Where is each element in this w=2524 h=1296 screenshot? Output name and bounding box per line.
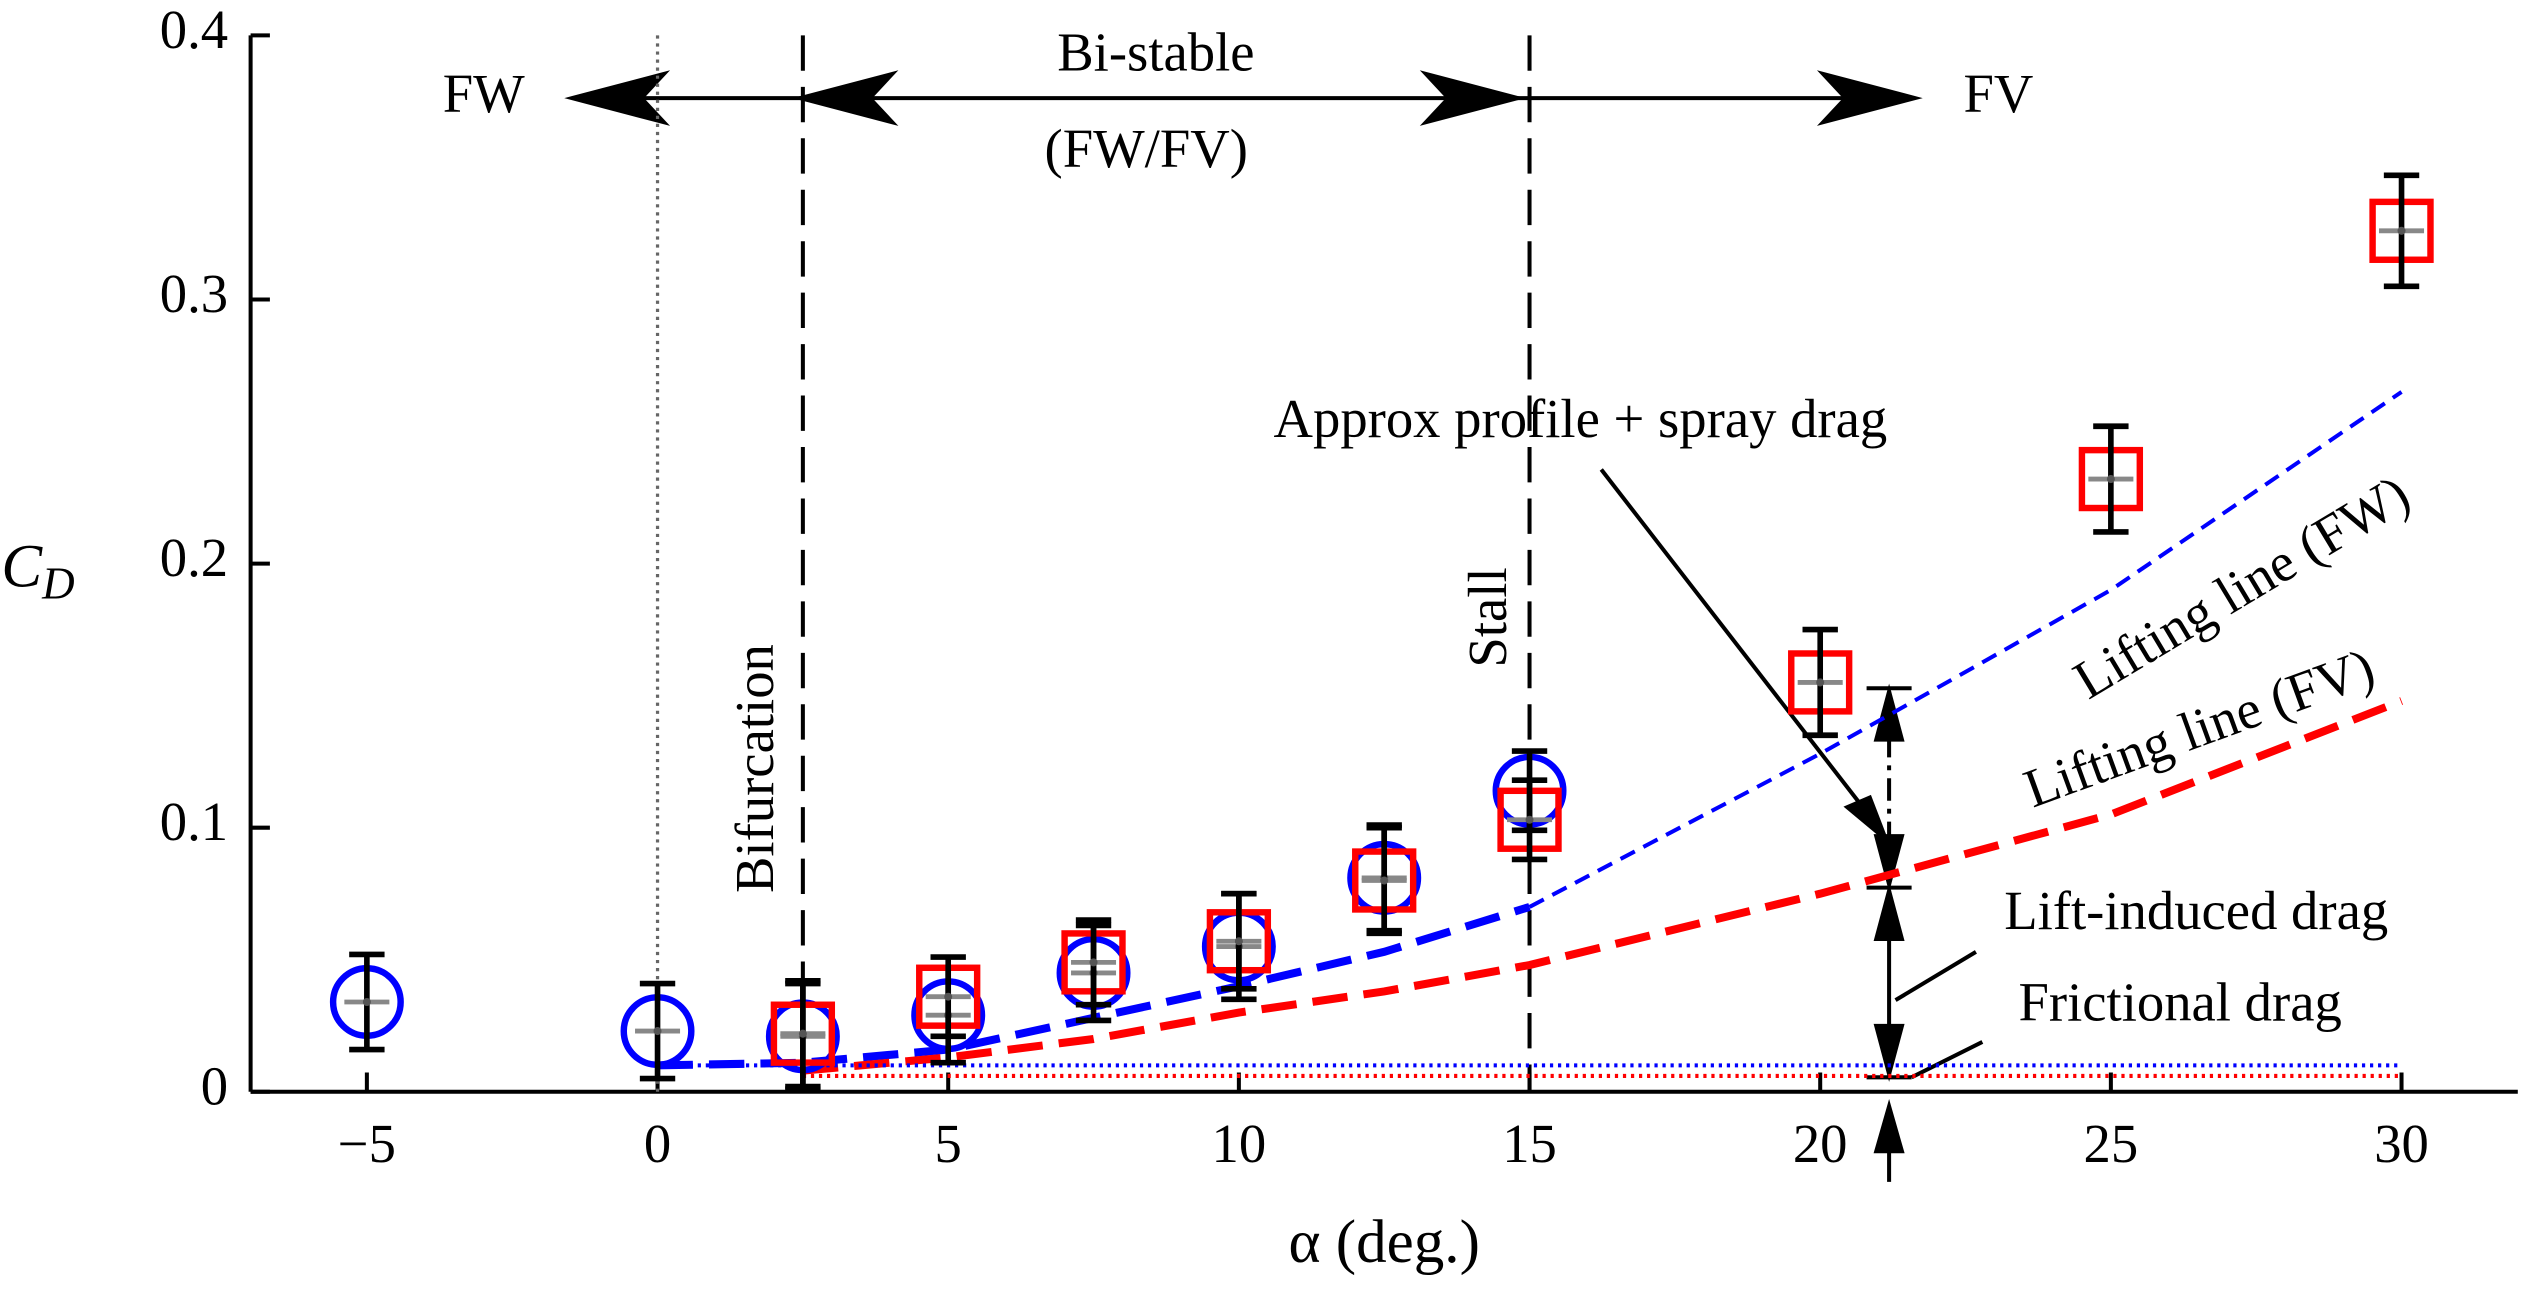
y-axis-label: CD xyxy=(1,533,74,608)
annotation: Stall xyxy=(1457,567,1518,667)
annotation: Bifurcation xyxy=(724,644,785,893)
x-axis-label: α (deg.) xyxy=(1288,1209,1479,1276)
x-tick-label: −5 xyxy=(338,1113,396,1174)
center-dot xyxy=(944,992,953,1001)
center-dot xyxy=(2397,226,2406,235)
x-tick-label: 20 xyxy=(1793,1113,1848,1174)
x-tick-label: 30 xyxy=(2374,1113,2429,1174)
center-dot xyxy=(1380,876,1389,885)
annotation: (FW/FV) xyxy=(1045,118,1248,179)
x-tick-label: 5 xyxy=(935,1113,962,1174)
center-dot xyxy=(1816,678,1825,687)
annotation: FV xyxy=(1963,63,2033,124)
model-line xyxy=(802,697,2403,1075)
annotation: FW xyxy=(443,63,525,124)
annotation-arrows xyxy=(564,70,1984,1182)
center-dot xyxy=(1525,815,1534,824)
y-axis-label-main: C xyxy=(1,533,43,600)
center-dot xyxy=(1089,958,1098,967)
center-dot xyxy=(1234,937,1243,946)
center-dot xyxy=(362,997,371,1007)
model-line xyxy=(1528,390,2403,909)
center-dot xyxy=(2106,475,2115,484)
annotation: Bi-stable xyxy=(1057,21,1254,82)
y-tick-label: 0.4 xyxy=(160,0,228,60)
x-tick-label: 10 xyxy=(1212,1113,1267,1174)
x-tick-label: 25 xyxy=(2084,1113,2139,1174)
center-dot xyxy=(653,1027,662,1036)
annotation: Frictional drag xyxy=(2018,972,2341,1033)
y-tick-label: 0 xyxy=(201,1055,228,1116)
y-tick-label: 0.2 xyxy=(160,527,228,588)
annotation: Approx profile + spray drag xyxy=(1274,388,1888,449)
y-tick-label: 0.3 xyxy=(160,263,228,324)
x-tick-label: 15 xyxy=(1502,1113,1557,1174)
annotation: Lift-induced drag xyxy=(2004,880,2388,941)
y-axis-label-sub: D xyxy=(41,559,75,609)
y-tick-label: 0.1 xyxy=(160,791,228,852)
center-dot xyxy=(798,1029,807,1038)
x-tick-label: 0 xyxy=(644,1113,671,1174)
